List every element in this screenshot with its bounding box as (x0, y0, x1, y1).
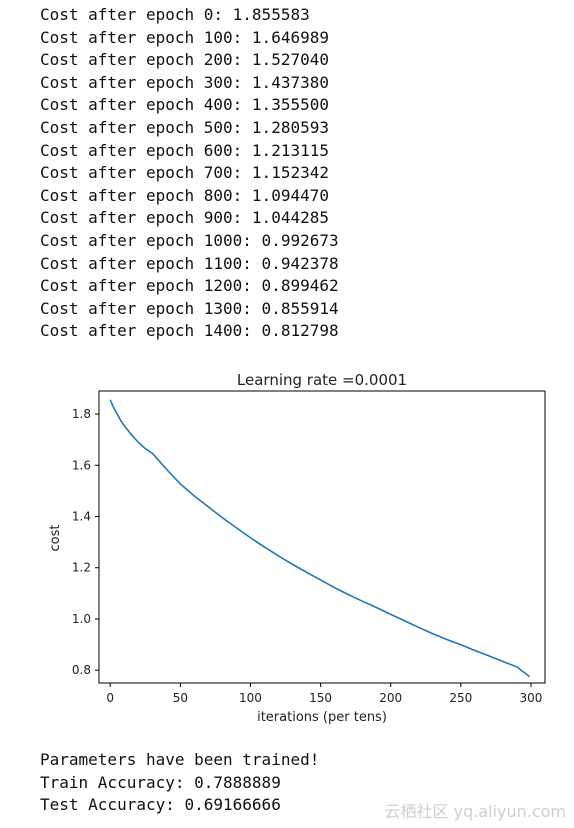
log-line: Cost after epoch 1000: 0.992673 (40, 230, 339, 250)
x-tick-label: 100 (239, 691, 262, 705)
log-line: Cost after epoch 900: 1.044285 (40, 208, 329, 228)
log-line: Cost after epoch 0: 1.855583 (40, 5, 310, 24)
chart-title: Learning rate =0.0001 (237, 371, 407, 389)
log-line: Cost after epoch 800: 1.094470 (40, 185, 329, 205)
x-axis-label: iterations (per tens) (257, 710, 387, 725)
log-line: Cost after epoch 200: 1.527040 (40, 50, 329, 70)
y-axis-ticks: 0.8 1.0 1.2 1.4 1.6 1.8 (72, 407, 99, 677)
cost-log: Cost after epoch 0: 1.855583 Cost after e… (40, 4, 339, 343)
log-line: Cost after epoch 500: 1.280593 (40, 117, 329, 137)
x-tick-label: 200 (379, 691, 402, 705)
x-tick-label: 0 (106, 691, 114, 705)
test-accuracy: Test Accuracy: 0.69166666 (40, 795, 281, 815)
log-line: Cost after epoch 400: 1.355500 (40, 95, 329, 115)
log-line: Cost after epoch 300: 1.437380 (40, 72, 329, 92)
y-axis-label: cost (48, 525, 63, 552)
results-output: Parameters have been trained! Train Accu… (40, 749, 319, 817)
log-line: Cost after epoch 700: 1.152342 (40, 163, 329, 183)
x-tick-label: 150 (309, 691, 332, 705)
trained-message: Parameters have been trained! (40, 750, 320, 769)
y-tick-label: 1.0 (72, 612, 91, 626)
y-tick-label: 1.4 (72, 510, 91, 524)
y-tick-label: 1.2 (72, 561, 91, 575)
series-group (109, 399, 531, 678)
x-tick-label: 50 (173, 691, 188, 705)
log-line: Cost after epoch 1200: 0.899462 (40, 276, 339, 296)
plot-frame (98, 390, 546, 684)
log-line: Cost after epoch 100: 1.646989 (40, 27, 329, 47)
log-line: Cost after epoch 600: 1.213115 (40, 140, 329, 160)
x-axis-ticks: 0 50 100 150 200 250 300 (106, 683, 542, 705)
y-tick-label: 0.8 (72, 663, 91, 677)
x-tick-label: 250 (449, 691, 472, 705)
cost-chart: Learning rate =0.0001 0 50 100 150 200 250 300… (48, 371, 546, 725)
x-tick-label: 300 (520, 691, 543, 705)
y-tick-label: 1.8 (72, 407, 91, 421)
log-line: Cost after epoch 1400: 0.812798 (40, 321, 339, 341)
cost-series-line (109, 399, 531, 678)
train-accuracy: Train Accuracy: 0.7888889 (40, 772, 281, 792)
watermark: 云栖社区 yq.aliyun.com (384, 802, 566, 821)
log-line: Cost after epoch 1100: 0.942378 (40, 253, 339, 273)
log-line: Cost after epoch 1300: 0.855914 (40, 298, 339, 318)
y-tick-label: 1.6 (72, 458, 91, 472)
